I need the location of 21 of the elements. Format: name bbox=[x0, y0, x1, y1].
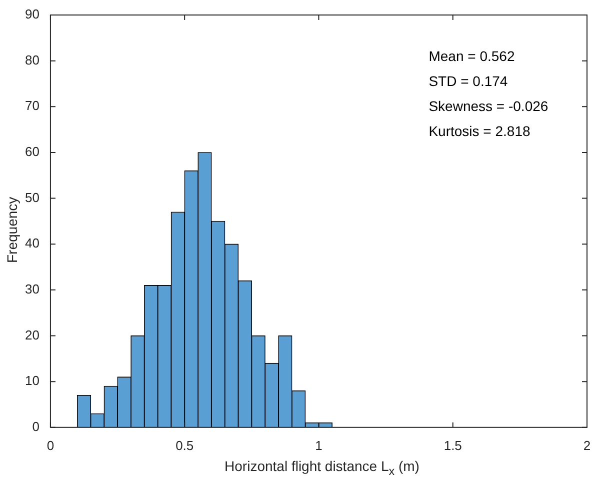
x-tick-label: 0.5 bbox=[176, 438, 194, 453]
y-tick-label: 30 bbox=[24, 282, 40, 297]
y-axis-title: Frequency bbox=[4, 196, 20, 263]
y-tick-label: 60 bbox=[24, 144, 40, 160]
annotation: STD = 0.174 bbox=[428, 72, 508, 89]
x-axis-title: Horizontal flight distance L$_{x}$ (m) bbox=[224, 458, 420, 478]
y-tick-label: 40 bbox=[24, 236, 40, 251]
y-tick-label: 80 bbox=[24, 52, 40, 68]
y-tick-label: 50 bbox=[24, 190, 40, 205]
x-tick-label: 1 bbox=[315, 438, 322, 453]
y-tick-label: 10 bbox=[24, 373, 40, 388]
annotation: Mean = 0.562 bbox=[428, 48, 515, 64]
y-tick-label: 20 bbox=[24, 327, 40, 342]
y-tick-label: 0 bbox=[32, 418, 40, 434]
y-tick-label: 90 bbox=[24, 6, 40, 22]
y-tick-label: 70 bbox=[24, 98, 40, 114]
x-tick-label: 0 bbox=[46, 438, 54, 453]
annotation: Skewness = -0.026 bbox=[428, 98, 548, 114]
annotation: Kurtosis = 2.818 bbox=[428, 122, 530, 139]
x-tick-label: 2 bbox=[583, 438, 591, 453]
x-tick-label: 1.5 bbox=[444, 438, 462, 453]
